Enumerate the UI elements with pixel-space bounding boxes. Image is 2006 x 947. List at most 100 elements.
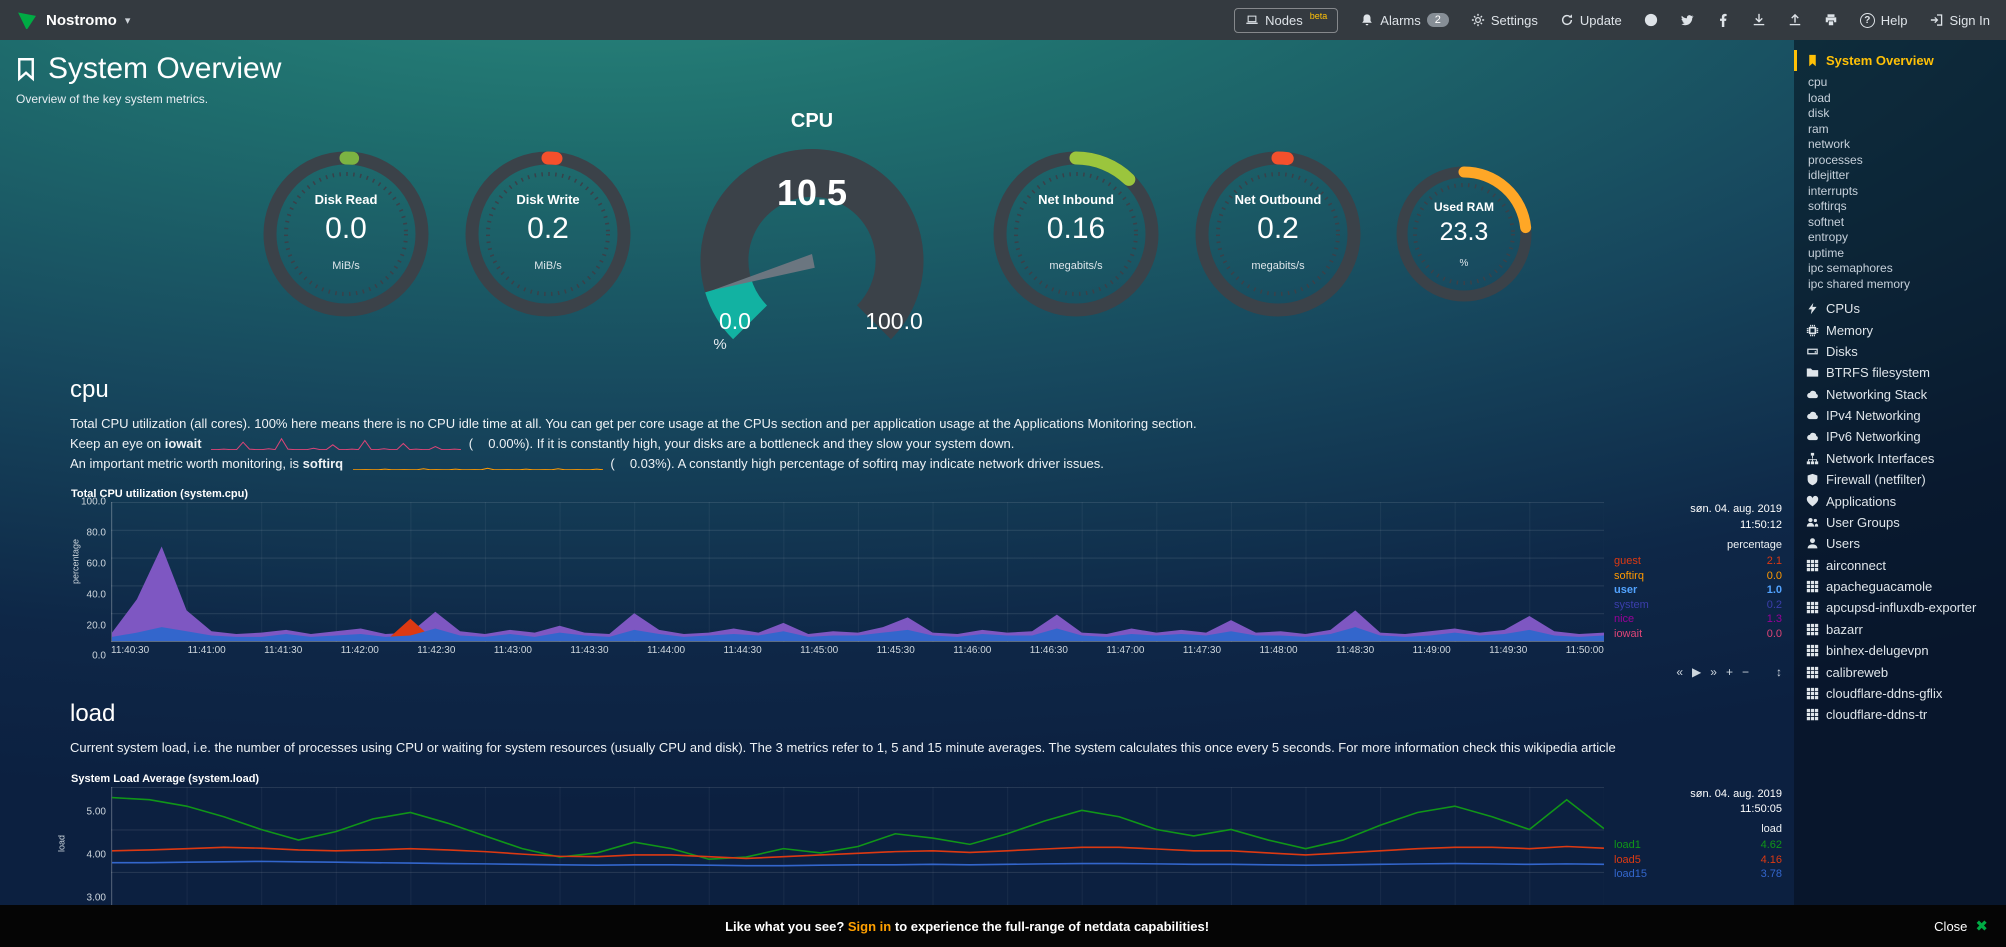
sidebar-subitem[interactable]: idlejitter bbox=[1808, 168, 1850, 182]
alarms-button[interactable]: Alarms 2 bbox=[1360, 13, 1449, 28]
x-axis-ticks: 11:40:30 11:41:00 11:41:30 11:42:00 11:42:30… bbox=[111, 642, 1604, 656]
sidebar-item[interactable]: airconnect bbox=[1794, 555, 2000, 576]
cpu-gauge-dial bbox=[700, 149, 924, 340]
legend-row[interactable]: system 0.2 bbox=[1614, 598, 1782, 613]
github-button[interactable] bbox=[1644, 13, 1658, 27]
legend-row[interactable]: guest 2.1 bbox=[1614, 554, 1782, 569]
sidebar-item[interactable]: IPv4 Networking bbox=[1794, 405, 2000, 426]
print-button[interactable] bbox=[1824, 13, 1838, 27]
sidebar-subitem[interactable]: interrupts bbox=[1808, 183, 1859, 198]
update-button[interactable]: Update bbox=[1560, 13, 1622, 28]
x-tick-label: 11:44:00 bbox=[646, 645, 686, 657]
softirq-sparkline[interactable] bbox=[353, 457, 603, 470]
page-subtitle: Overview of the key system metrics. bbox=[16, 92, 209, 106]
sidebar-item[interactable]: Users bbox=[1794, 533, 2000, 554]
sidebar-subitem[interactable]: entropy bbox=[1808, 230, 1849, 244]
toolbox-button[interactable]: ▶ bbox=[1692, 665, 1702, 680]
cpu-plot-area[interactable] bbox=[111, 502, 1604, 643]
sidebar-item[interactable]: Network Interfaces bbox=[1794, 448, 2000, 469]
section-icon bbox=[1806, 452, 1819, 465]
signin-link[interactable]: Sign in bbox=[847, 918, 892, 934]
cpu-desc-line1: Total CPU utilization (all cores). 100% … bbox=[70, 416, 1197, 431]
legend-row[interactable]: nice 1.3 bbox=[1614, 612, 1782, 627]
gauge-cpu[interactable]: CPU 10.5 0.0 100.0 % bbox=[662, 110, 962, 358]
sidebar-subitem[interactable]: ram bbox=[1808, 121, 1829, 136]
toolbox-button[interactable]: « bbox=[1676, 665, 1684, 680]
x-tick-label: 11:46:30 bbox=[1029, 645, 1068, 657]
page-header: System Overview Overview of the key syst… bbox=[0, 40, 1794, 106]
gauge-net-inbound[interactable]: Net Inbound 0.16 megabits/s bbox=[988, 146, 1164, 322]
sidebar-subitem[interactable]: network bbox=[1808, 137, 1851, 151]
facebook-button[interactable] bbox=[1716, 13, 1730, 27]
gauge-used-ram[interactable]: Used RAM 23.3 % bbox=[1392, 162, 1536, 306]
sidebar-subitem[interactable]: softirqs bbox=[1808, 199, 1847, 213]
help-button[interactable]: ? Help bbox=[1859, 12, 1908, 28]
y-axis-title: percentage bbox=[70, 539, 81, 585]
banner-close-button[interactable]: Close ✖ bbox=[1934, 918, 1988, 935]
gauge-net-outbound[interactable]: Net Outbound 0.2 megabits/s bbox=[1190, 146, 1366, 322]
twitter-button[interactable] bbox=[1680, 13, 1694, 27]
sidebar-subitem[interactable]: load bbox=[1808, 90, 1831, 105]
sidebar-item[interactable]: cloudflare-ddns-gflix bbox=[1794, 683, 2000, 704]
sidebar-item[interactable]: Disks bbox=[1794, 341, 2000, 362]
sidebar-item[interactable]: cloudflare-ddns-tr bbox=[1794, 704, 2000, 725]
sidebar-subitem[interactable]: uptime bbox=[1808, 245, 1845, 260]
settings-button[interactable]: Settings bbox=[1471, 13, 1538, 28]
sidebar-item[interactable]: apacheguacamole bbox=[1794, 576, 2000, 597]
toolbox-button[interactable]: ↕ bbox=[1776, 665, 1782, 680]
sidebar-item[interactable]: CPUs bbox=[1794, 298, 2000, 319]
signin-button[interactable]: Sign In bbox=[1930, 13, 1990, 28]
sidebar-subitem[interactable]: cpu bbox=[1808, 75, 1828, 89]
load-chart-legend: søn. 04. aug. 2019 11:50:05 load load1 4… bbox=[1604, 787, 1782, 907]
gauges-row: Disk Read 0.0 MiB/s Disk Write 0.2 MiB/s bbox=[0, 110, 1794, 358]
legend-row[interactable]: load15 3.78 bbox=[1614, 867, 1782, 882]
toolbox-button[interactable]: + bbox=[1725, 665, 1733, 680]
import-button[interactable] bbox=[1752, 13, 1766, 27]
gauge-disk-write[interactable]: Disk Write 0.2 MiB/s bbox=[460, 146, 636, 322]
sidebar-item[interactable]: Applications bbox=[1794, 490, 2000, 511]
download-icon bbox=[1752, 13, 1766, 27]
sidebar-item[interactable]: Memory bbox=[1794, 319, 2000, 340]
sidebar-subitem[interactable]: ipc semaphores bbox=[1808, 261, 1893, 275]
gauge-value: 0.2 bbox=[1257, 212, 1299, 245]
sidebar-item[interactable]: calibreweb bbox=[1794, 661, 2000, 682]
legend-dimension-name: load5 bbox=[1614, 853, 1641, 866]
sidebar-item[interactable]: binhex-delugevpn bbox=[1794, 640, 2000, 661]
sidebar-subitem[interactable]: ipc shared memory bbox=[1808, 276, 1911, 291]
sidebar-item[interactable]: bazarr bbox=[1794, 619, 2000, 640]
close-icon: ✖ bbox=[1975, 918, 1988, 935]
iowait-sparkline[interactable] bbox=[211, 437, 461, 450]
x-tick-label: 11:42:00 bbox=[340, 645, 379, 657]
bookmark-icon bbox=[1806, 54, 1819, 67]
sidebar-subitem[interactable]: softnet bbox=[1808, 214, 1845, 229]
sidebar-item[interactable]: Networking Stack bbox=[1794, 384, 2000, 405]
legend-row[interactable]: softirq 0.0 bbox=[1614, 569, 1782, 584]
legend-units-header: percentage bbox=[1726, 539, 1782, 552]
legend-row[interactable]: iowait 0.0 bbox=[1614, 627, 1782, 642]
section-icon bbox=[1806, 495, 1819, 508]
gauge-disk-read[interactable]: Disk Read 0.0 MiB/s bbox=[258, 146, 434, 322]
sidebar-item[interactable]: User Groups bbox=[1794, 512, 2000, 533]
toolbox-button[interactable]: » bbox=[1710, 665, 1717, 680]
export-button[interactable] bbox=[1788, 13, 1802, 27]
question-icon: ? bbox=[1859, 12, 1875, 28]
sidebar-item-system-overview[interactable]: System Overview bbox=[1794, 50, 2000, 71]
sidebar-item[interactable]: IPv6 Networking bbox=[1794, 426, 2000, 447]
sidebar-item[interactable]: apcupsd-influxdb-exporter bbox=[1794, 597, 2000, 618]
gauge-ring bbox=[465, 151, 631, 317]
legend-row[interactable]: load1 4.62 bbox=[1614, 838, 1782, 853]
sidebar-item[interactable]: Firewall (netfilter) bbox=[1794, 469, 2000, 490]
sidebar-subitem[interactable]: processes bbox=[1808, 152, 1863, 167]
gauge-title: Disk Write bbox=[516, 192, 580, 207]
load-plot-area[interactable] bbox=[111, 786, 1604, 907]
sidebar-item[interactable]: BTRFS filesystem bbox=[1794, 362, 2000, 383]
legend-date: søn. 04. aug. 2019 bbox=[1690, 787, 1782, 800]
legend-row[interactable]: user 1.0 bbox=[1614, 583, 1782, 598]
legend-row[interactable]: load5 4.16 bbox=[1614, 853, 1782, 868]
node-selector[interactable]: Nostromo ▾ bbox=[16, 9, 130, 31]
sidebar-subitem[interactable]: disk bbox=[1808, 106, 1830, 120]
gauge-max: 100.0 bbox=[865, 308, 923, 334]
toolbox-button[interactable]: − bbox=[1741, 665, 1749, 680]
nodes-button[interactable]: Nodes beta bbox=[1234, 7, 1339, 33]
section-icon bbox=[1806, 580, 1819, 593]
